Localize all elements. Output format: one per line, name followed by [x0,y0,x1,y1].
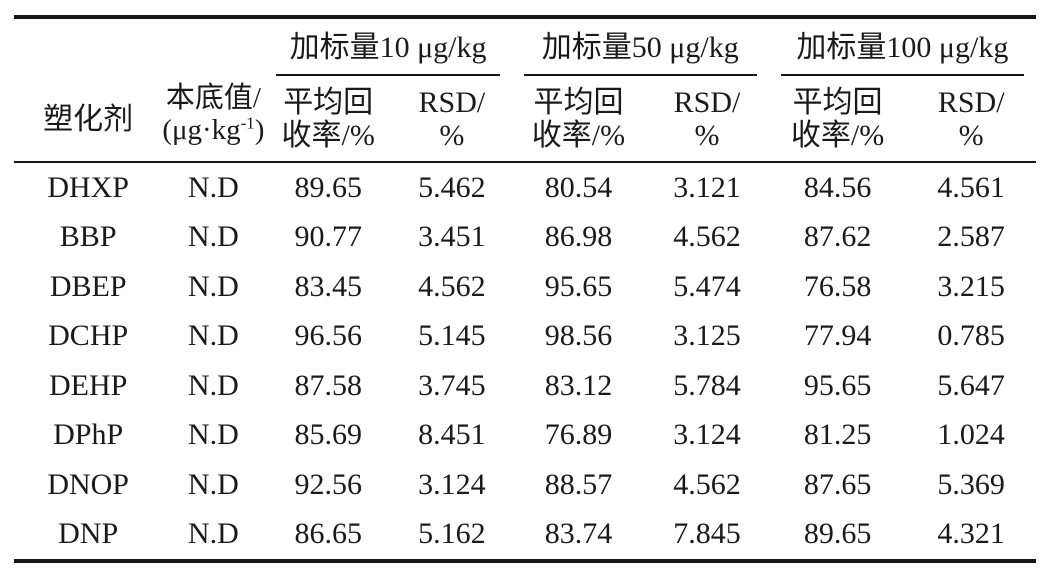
rsd-50: 3.124 [673,418,741,452]
background-value: N.D [187,368,239,402]
background-value: N.D [187,467,239,501]
recovery-100: 89.65 [803,517,872,551]
subheader-recovery-10: 平均回 收率/% [264,75,393,163]
col-group-spike-10: 加标量10 μg/kg [264,17,511,76]
rsd-100: 3.215 [937,269,1005,303]
recovery-10: 96.56 [294,319,362,353]
subheader-rsd-100: RSD/ % [906,75,1036,163]
rsd-100: 4.561 [937,170,1005,204]
subheader-recovery-50: 平均回 收率/% [511,75,646,163]
rsd-50: 7.845 [673,517,741,551]
col-header-plasticizer: 塑化剂 [14,17,163,163]
rsd-10: 3.745 [418,368,486,402]
recovery-100: 81.25 [803,418,872,452]
plasticizer-name: DBEP [49,269,127,303]
recovery-50: 83.74 [544,517,613,551]
recovery-50: 80.54 [544,170,613,204]
background-value: N.D [187,220,239,254]
table-row: DNOP N.D 92.56 3.124 88.57 4.562 87.65 5… [14,460,1036,510]
recovery-10: 85.69 [294,418,362,452]
rsd-100: 2.587 [937,220,1005,254]
rsd-50: 4.562 [673,220,741,254]
rsd-10: 5.145 [418,319,486,353]
recovery-10: 92.56 [294,467,362,501]
background-value-unit: (μg·kg-1) [162,113,265,147]
col-header-background-value: 本底值/ (μg·kg-1) [162,17,265,163]
table-row: DEHP N.D 87.58 3.745 83.12 5.784 95.65 5… [14,361,1036,411]
header-sub-row: 平均回 收率/% RSD/ % 平均回 收率/% RSD/ % 平均回 收率/%… [14,75,1036,163]
recovery-10: 89.65 [294,170,362,204]
col-group-spike-50: 加标量50 μg/kg [512,17,769,76]
rsd-10: 5.462 [418,170,486,204]
rsd-50: 3.125 [673,319,741,353]
subheader-rsd-10: RSD/ % [392,75,512,163]
recovery-50: 76.89 [544,418,613,452]
table-row: DCHP N.D 96.56 5.145 98.56 3.125 77.94 0… [14,311,1036,361]
rsd-10: 4.562 [418,269,486,303]
recovery-50: 86.98 [544,220,613,254]
plasticizer-name: DCHP [48,319,129,353]
rsd-50: 3.121 [673,170,741,204]
background-value: N.D [187,319,239,353]
recovery-10: 86.65 [294,517,362,551]
rsd-50: 5.474 [673,269,741,303]
rsd-10: 3.451 [418,220,486,254]
plasticizer-name: DNP [58,517,119,551]
unit-exponent: -1 [240,113,255,133]
rsd-100: 5.647 [937,368,1005,402]
background-value: N.D [187,269,239,303]
rsd-50: 5.784 [673,368,741,402]
recovery-table-container: 塑化剂 本底值/ (μg·kg-1) 加标量10 μg/kg 加标量50 μg/… [14,15,1036,563]
recovery-100: 95.65 [803,368,872,402]
header-group-row: 塑化剂 本底值/ (μg·kg-1) 加标量10 μg/kg 加标量50 μg/… [14,17,1036,163]
recovery-100: 76.58 [803,269,872,303]
rsd-50: 4.562 [673,467,741,501]
col-group-spike-100: 加标量100 μg/kg [769,17,1036,76]
table-row: DPhP N.D 85.69 8.451 76.89 3.124 81.25 1… [14,410,1036,460]
subheader-rsd-50: RSD/ % [645,75,769,163]
recovery-table: 塑化剂 本底值/ (μg·kg-1) 加标量10 μg/kg 加标量50 μg/… [14,15,1036,563]
rsd-100: 0.785 [937,319,1005,353]
background-value: N.D [187,418,239,452]
table-row: DBEP N.D 83.45 4.562 95.65 5.474 76.58 3… [14,262,1036,312]
background-value: N.D [187,517,239,551]
rsd-10: 3.124 [418,467,486,501]
rsd-100: 5.369 [937,467,1005,501]
table-row: BBP N.D 90.77 3.451 86.98 4.562 87.62 2.… [14,212,1036,262]
recovery-100: 87.65 [803,467,872,501]
rsd-100: 4.321 [937,517,1005,551]
plasticizer-name: DNOP [47,467,129,501]
table-row: DHXP N.D 89.65 5.462 80.54 3.121 84.56 4… [14,162,1036,213]
table-header: 塑化剂 本底值/ (μg·kg-1) 加标量10 μg/kg 加标量50 μg/… [14,17,1036,163]
table-row: DNP N.D 86.65 5.162 83.74 7.845 89.65 4.… [14,509,1036,561]
recovery-100: 84.56 [803,170,872,204]
plasticizer-name: DHXP [47,170,129,204]
background-value: N.D [187,170,239,204]
recovery-100: 77.94 [803,319,872,353]
table-body: DHXP N.D 89.65 5.462 80.54 3.121 84.56 4… [14,162,1036,561]
rsd-10: 8.451 [418,418,486,452]
recovery-50: 98.56 [544,319,613,353]
subheader-recovery-100: 平均回 收率/% [768,75,907,163]
recovery-50: 83.12 [544,368,613,402]
background-value-label: 本底值/ [165,81,261,114]
recovery-50: 95.65 [544,269,613,303]
recovery-50: 88.57 [544,467,613,501]
recovery-100: 87.62 [803,220,872,254]
plasticizer-name: BBP [59,220,117,254]
recovery-10: 90.77 [294,220,362,254]
recovery-10: 87.58 [294,368,362,402]
rsd-100: 1.024 [937,418,1005,452]
recovery-10: 83.45 [294,269,362,303]
rsd-10: 5.162 [418,517,486,551]
plasticizer-name: DPhP [53,418,124,452]
plasticizer-name: DEHP [48,368,128,402]
